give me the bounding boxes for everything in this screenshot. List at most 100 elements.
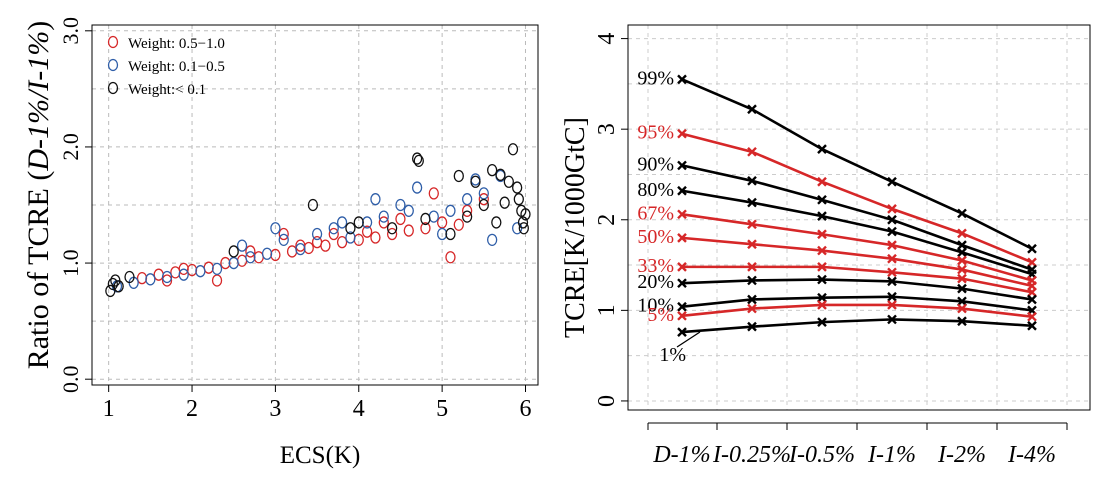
series-line	[681, 78, 1033, 250]
y-tick-label: 3	[594, 123, 620, 135]
scatter-point-2	[195, 265, 206, 278]
y-tick-label: 2	[594, 214, 620, 226]
series-line	[681, 303, 1033, 318]
scatter-point-3	[520, 208, 531, 221]
series-marker	[817, 144, 827, 154]
series-marker	[677, 209, 687, 220]
scatter-point-3	[307, 198, 319, 212]
series-label: 33%	[637, 255, 674, 277]
left-scatter-plot: 1 2 3 4 5 6 0.0 1.0 2.0 3.0 ECS(K) Ratio of TCRE (D…	[22, 17, 539, 469]
series-marker	[887, 226, 897, 237]
scatter-point-1	[170, 266, 181, 279]
scatter-point-2	[245, 251, 256, 264]
scatter-point-2	[145, 273, 156, 286]
plot-frame	[627, 24, 1091, 411]
series-marker	[1027, 257, 1037, 268]
scatter-point-3	[512, 181, 523, 194]
scatter-point-2	[370, 193, 381, 206]
scatter-point-2	[395, 198, 406, 212]
y-tick-label: 0.0	[58, 365, 83, 393]
scatter-point-3	[345, 222, 356, 235]
x-tick-label: 4	[353, 396, 365, 422]
series-marker	[817, 194, 827, 205]
series-marker	[677, 74, 687, 85]
scatter-point-1	[236, 254, 248, 267]
series-label: 1%	[659, 344, 686, 366]
scatter-point-1	[153, 268, 164, 281]
x-tick-label: 1	[103, 396, 115, 422]
scatter-point-3	[499, 196, 510, 209]
series-marker	[747, 197, 757, 208]
series-label: 95%	[637, 122, 674, 144]
scatter-point-3	[491, 216, 502, 229]
scatter-point-3	[413, 154, 424, 168]
series-marker	[677, 128, 687, 139]
series-marker	[747, 303, 757, 314]
series-marker	[747, 321, 757, 332]
scatter-point-1	[370, 231, 381, 244]
scatter-point-2	[345, 231, 356, 244]
series-marker	[817, 211, 827, 221]
series-marker	[817, 176, 827, 187]
x-tick-label: I-1%	[867, 442, 916, 468]
series-marker	[817, 245, 827, 256]
y-axis-label: TCRE[K/1000GtC]	[560, 117, 591, 338]
right-line-plot: 0 1 2 3 4 D-1% I-0.25%I-0.5% I-1% I-2% I-4% TCRE[K…	[560, 24, 1091, 468]
series-marker	[677, 185, 687, 196]
y-axis-label: Ratio of TCRE (D-1%/I-1%)	[22, 21, 55, 370]
scatter-point-3	[518, 222, 529, 235]
scatter-point-1	[453, 218, 464, 231]
legend-marker	[107, 58, 119, 72]
legend-marker	[107, 81, 119, 95]
scatter-point-3	[486, 164, 498, 177]
scatter-point-3	[411, 152, 423, 165]
scatter-point-2	[461, 193, 473, 206]
series-marker	[677, 327, 687, 337]
scatter-point-3	[503, 175, 514, 188]
scatter-point-3	[445, 227, 456, 241]
y-tick-label: 1.0	[58, 249, 83, 277]
scatter-point-1	[303, 241, 314, 255]
series-marker	[957, 264, 967, 275]
scatter-point-1	[278, 227, 289, 241]
scatter-point-3	[353, 216, 364, 229]
scatter-point-1	[395, 212, 406, 226]
scatter-point-2	[311, 227, 323, 241]
series-marker	[747, 104, 757, 115]
series-marker	[747, 294, 757, 305]
scatter-point-3	[107, 277, 118, 291]
series-marker	[677, 160, 687, 171]
scatter-point-1	[286, 245, 298, 258]
plot-frame	[91, 24, 539, 386]
series-marker	[817, 274, 827, 285]
series-label: 5%	[647, 304, 674, 326]
series-marker	[817, 262, 827, 272]
y-tick-label: 4	[594, 33, 620, 45]
scatter-point-2	[436, 227, 448, 241]
series-marker	[957, 283, 967, 294]
scatter-point-3	[461, 210, 473, 223]
scatter-point-2	[486, 233, 498, 246]
series-label: 20%	[637, 271, 674, 293]
scatter-point-1	[403, 224, 414, 237]
series-line	[681, 295, 1033, 312]
series-marker	[1027, 243, 1037, 254]
scatter-point-3	[513, 193, 524, 206]
series-marker	[887, 314, 897, 325]
series-marker	[957, 255, 967, 266]
series-marker	[887, 300, 897, 310]
scatter-point-1	[378, 216, 389, 229]
series-marker	[887, 291, 897, 302]
series-label: 99%	[637, 67, 674, 89]
series-marker	[957, 240, 967, 250]
series-marker	[747, 275, 757, 286]
series-marker	[887, 253, 897, 264]
series-marker	[957, 228, 967, 239]
series-label: 67%	[637, 202, 674, 224]
scatter-point-1	[136, 272, 148, 285]
x-tick-label: 6	[519, 396, 531, 422]
series-marker	[957, 208, 967, 219]
x-tick-label: I-0.25%	[712, 442, 791, 468]
series-marker	[957, 303, 967, 314]
scatter-point-1	[320, 239, 331, 252]
